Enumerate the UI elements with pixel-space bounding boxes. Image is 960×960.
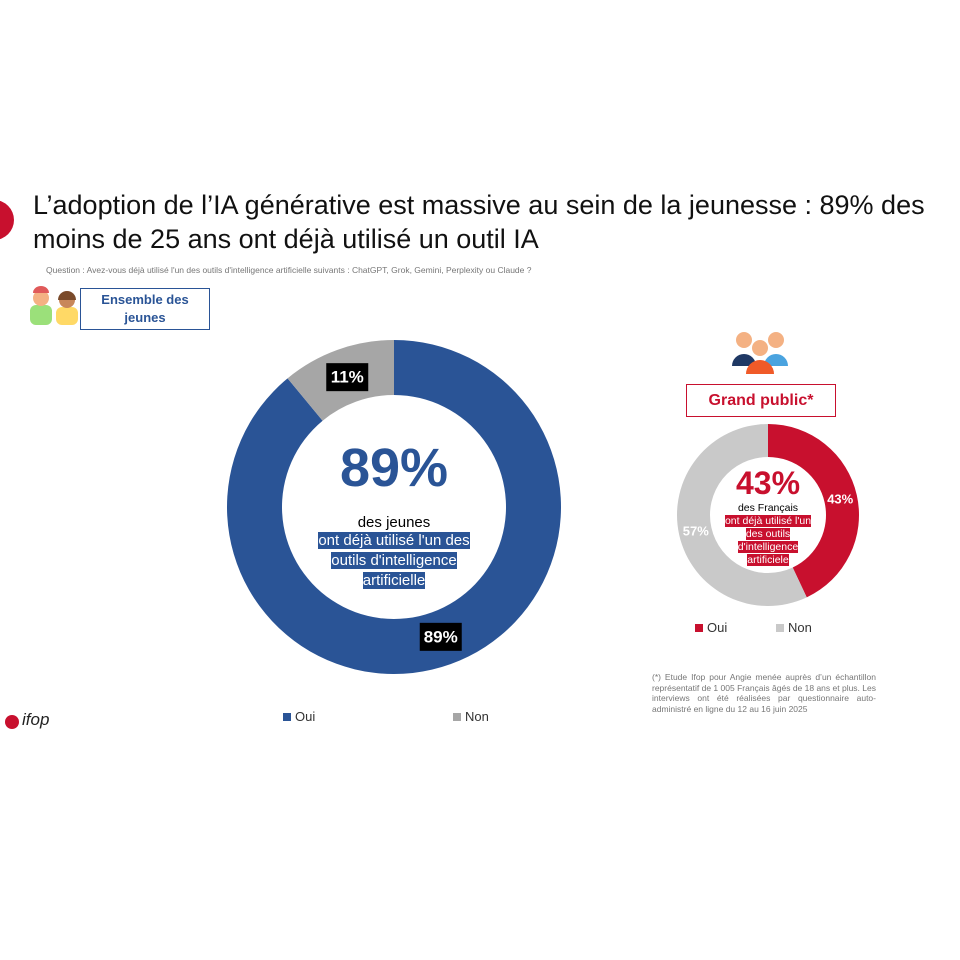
center-text-box: ont déjà utilisé l'un des outils d'intel… (304, 531, 484, 591)
donut-segment (676, 424, 807, 607)
center-value: 89% (339, 438, 449, 498)
legend-swatch (283, 712, 291, 721)
legend-item: Non (776, 620, 812, 635)
center-text-box: ont déjà utilisé l'un des outils d'intel… (722, 515, 814, 567)
slide-title: L’adoption de l’IA générative est massiv… (33, 190, 925, 254)
youth-icon (30, 286, 78, 325)
value-label: 11% (331, 368, 364, 387)
value-label-box (326, 363, 369, 392)
panel-title: Grand public* (686, 384, 836, 417)
public-icon (732, 332, 788, 374)
donut-center: 89% des jeunes ont déjà utilisé l'un des… (304, 436, 484, 591)
donut-segment (768, 424, 859, 598)
footnote: (*) Etude Ifop pour Angie menée auprès d… (652, 672, 876, 714)
legend-label: Non (788, 620, 812, 635)
legend-label: Oui (295, 709, 316, 724)
panel-title: Ensemble des jeunes (80, 288, 210, 330)
value-label: 57% (683, 524, 709, 539)
logo-dot (5, 715, 19, 729)
donut-segment (227, 340, 562, 675)
logo: ifop (22, 710, 50, 729)
legend-swatch (695, 623, 703, 632)
legend-item: Oui (283, 709, 315, 724)
center-label: des jeunes (357, 514, 431, 531)
decor-dot (0, 200, 14, 240)
legend-swatch (453, 712, 461, 721)
legend-swatch (776, 623, 784, 632)
center-value: 43% (735, 465, 801, 501)
value-label-box (419, 622, 462, 651)
donut-center: 43% des Français ont déjà utilisé l'un d… (722, 464, 814, 567)
center-text: ont déjà utilisé l'un des outils d'intel… (724, 515, 812, 566)
question: Question : Avez-vous déjà utilisé l'un d… (46, 265, 532, 275)
legend-item: Oui (695, 620, 727, 635)
center-label: des Français (737, 502, 799, 514)
center-text: ont déjà utilisé l'un des outils d'intel… (318, 532, 470, 589)
legend-item: Non (453, 709, 489, 724)
value-label: 89% (424, 627, 458, 646)
legend-label: Oui (707, 620, 728, 635)
value-label: 43% (827, 491, 853, 506)
legend-label: Non (465, 709, 489, 724)
